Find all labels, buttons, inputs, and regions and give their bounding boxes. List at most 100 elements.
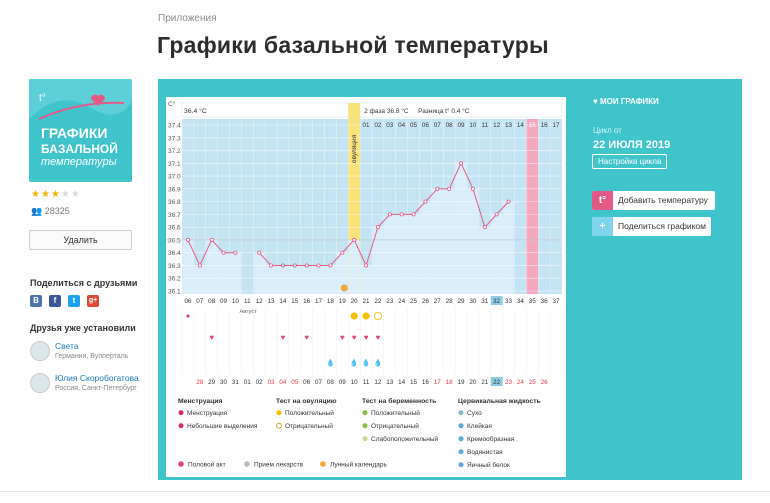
temperature-point [459, 161, 464, 166]
date-label: 27 [434, 298, 442, 305]
heart-icon: ♥ [304, 333, 309, 342]
legend-extra-item: Половой акт [188, 461, 226, 469]
header-ovulation [348, 103, 361, 117]
temperature-bar [182, 239, 194, 294]
phase2-label: 2 фаза 36.8 °C [364, 107, 409, 115]
y-tick-label: 36.7 [168, 212, 181, 219]
legend-item: Отрицательный [285, 422, 333, 430]
delete-button[interactable]: Удалить [29, 230, 132, 250]
breadcrumb[interactable]: Приложения [158, 13, 217, 24]
logo-text-3: температуры [41, 156, 117, 168]
legend-item: Менструация [187, 410, 228, 417]
legend-item: Яичный белок [467, 461, 510, 469]
temperature-line [258, 162, 509, 267]
cycle-day-label: 17 [553, 122, 561, 129]
legend-item: Клейкая [467, 422, 492, 430]
cycle-day-label: 06 [422, 122, 430, 129]
share-heading: Поделиться с друзьями [30, 278, 138, 288]
date-label: 26 [422, 298, 430, 305]
thermometer-icon: t° [592, 191, 613, 210]
bottom-date-label: 25 [529, 379, 537, 386]
heart-icon: ♥ [352, 333, 357, 342]
cycle-day-label: 11 [482, 122, 489, 129]
legend-item: Положительный [285, 409, 334, 417]
ovulation-column [348, 105, 361, 294]
y-tick-label: 36.3 [168, 263, 181, 270]
date-label: 12 [256, 298, 264, 305]
bottom-date-label: 15 [410, 379, 418, 386]
facebook-icon[interactable]: f [49, 295, 61, 307]
temperature-point [494, 212, 499, 217]
logo-text-1: ГРАФИКИ [41, 125, 108, 141]
temperature-point [482, 225, 487, 230]
bottom-date-label: 23 [505, 379, 513, 386]
cycle-setup-button[interactable]: Настройка цикла [592, 154, 668, 169]
my-charts-link[interactable]: ♥ МОИ ГРАФИКИ [593, 97, 659, 106]
bottom-date-label: 17 [434, 379, 442, 386]
date-label: 28 [446, 298, 454, 305]
moon-icon [340, 284, 348, 292]
date-label: 13 [268, 298, 276, 305]
google-plus-icon[interactable]: g+ [87, 295, 99, 307]
temperature-point [447, 186, 452, 191]
y-unit-label: C° [168, 100, 176, 108]
temperature-point [399, 212, 404, 217]
temperature-point [280, 263, 285, 268]
y-tick-label: 36.1 [168, 289, 181, 296]
bottom-date-label: 24 [517, 379, 525, 386]
date-label: 23 [386, 298, 394, 305]
bottom-date-label: 03 [268, 379, 276, 386]
ovulation-label: овуляция [351, 134, 358, 163]
legend-icon [276, 410, 282, 416]
drop-icon: 💧 [326, 358, 335, 367]
twitter-icon[interactable]: t [68, 295, 80, 307]
temperature-bar [313, 265, 324, 294]
bbt-chart[interactable]: 37.4 37.3 37.2 37.1 37.0 36.9 36.8 36.7 36.6 36.5… [166, 97, 566, 477]
date-label: 09 [220, 298, 228, 305]
avatar[interactable] [30, 373, 50, 393]
rating-stars: ★★★★★ [31, 189, 81, 200]
friend-name[interactable]: Юлия Скоробогатова [55, 373, 139, 383]
cycle-day-label: 07 [434, 122, 442, 129]
heart-icon: ♥ [364, 333, 369, 342]
ovulation-positive-icon [362, 312, 370, 320]
legend-icon [178, 423, 184, 429]
bottom-date-label: 13 [386, 379, 394, 386]
chart-area: 37.4 37.3 37.2 37.1 37.0 36.9 36.8 36.7 36.6 36.5… [166, 97, 566, 477]
y-tick-label: 37.0 [168, 174, 181, 181]
installs-value: 28325 [44, 206, 70, 216]
y-tick-label: 36.8 [168, 199, 181, 206]
legend-heading: Менструация [178, 398, 223, 405]
logo-text-2: БАЗАЛЬНОЙ [41, 142, 118, 156]
date-label: 36 [541, 298, 549, 305]
add-temperature-button[interactable]: t° Добавить температуру [592, 191, 715, 210]
temperature-point [340, 250, 345, 255]
share-chart-button[interactable]: + Поделиться графиком [592, 217, 711, 236]
vk-icon[interactable]: В [30, 295, 42, 307]
temperature-bar [230, 252, 241, 294]
legend-item: Положительный [371, 409, 420, 417]
date-label: 11 [244, 298, 251, 305]
temperature-point [292, 263, 297, 268]
friend-name[interactable]: Света [55, 341, 79, 351]
temperature-point [257, 250, 262, 255]
avatar[interactable] [30, 341, 50, 361]
temperature-bar [479, 227, 491, 294]
bottom-date-label: 30 [220, 379, 228, 386]
y-tick-label: 36.5 [168, 237, 181, 244]
heart-icon: ♥ [593, 97, 598, 106]
legend-extra-icon [178, 461, 184, 467]
y-tick-label: 37.4 [168, 123, 181, 130]
bottom-date-label: 12 [374, 379, 382, 386]
bottom-date-label: 21 [481, 379, 489, 386]
temperature-bar [420, 201, 431, 294]
temperature-point [269, 263, 274, 268]
date-label: 16 [303, 298, 311, 305]
temperature-bar [431, 188, 443, 294]
legend-item: Слабоположительный [371, 435, 439, 443]
bottom-date-label: 19 [458, 379, 466, 386]
drop-icon: 💧 [362, 358, 371, 367]
date-label: 21 [363, 298, 371, 305]
y-tick-label: 37.3 [168, 135, 181, 142]
bottom-date-label: 11 [363, 379, 370, 386]
